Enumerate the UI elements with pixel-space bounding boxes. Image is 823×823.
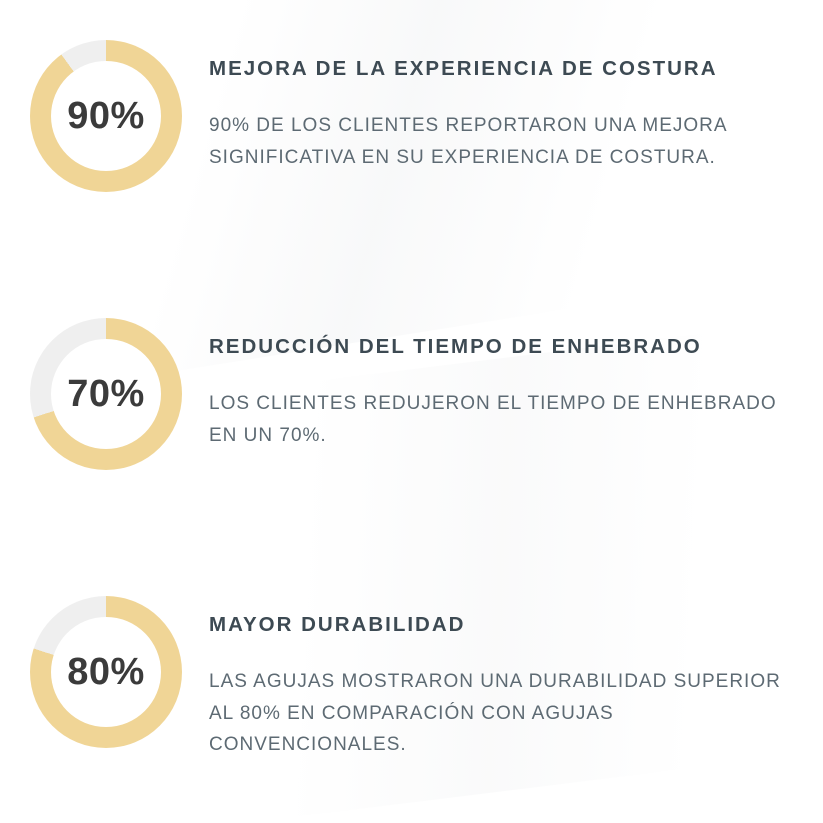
stat-title: MEJORA DE LA EXPERIENCIA DE COSTURA [209, 57, 718, 80]
percent-label: 90% [67, 94, 145, 137]
stats-list: 90% MEJORA DE LA EXPERIENCIA DE COSTURA … [30, 40, 783, 761]
stat-text-block: MAYOR DURABILIDAD LAS AGUJAS MOSTRARON U… [209, 596, 783, 761]
stat-description: LAS AGUJAS MOSTRARON UNA DURABILIDAD SUP… [209, 670, 781, 756]
stat-row-sewing-experience: 90% MEJORA DE LA EXPERIENCIA DE COSTURA … [30, 40, 783, 192]
stat-text-block: REDUCCIÓN DEL TIEMPO DE ENHEBRADO LOS CL… [209, 318, 783, 451]
stat-text-block: MEJORA DE LA EXPERIENCIA DE COSTURA 90% … [209, 40, 783, 173]
percent-label: 70% [67, 372, 145, 415]
stat-row-threading-time: 70% REDUCCIÓN DEL TIEMPO DE ENHEBRADO LO… [30, 318, 783, 470]
stat-description: 90% DE LOS CLIENTES REPORTARON UNA MEJOR… [209, 114, 727, 168]
percent-label: 80% [67, 650, 145, 693]
donut-chart-70-percent: 70% [30, 318, 182, 470]
stat-title: MAYOR DURABILIDAD [209, 613, 466, 636]
stat-title: REDUCCIÓN DEL TIEMPO DE ENHEBRADO [209, 335, 702, 358]
donut-chart-80-percent: 80% [30, 596, 182, 748]
donut-chart-90-percent: 90% [30, 40, 182, 192]
stat-description: LOS CLIENTES REDUJERON EL TIEMPO DE ENHE… [209, 392, 777, 446]
stat-row-durability: 80% MAYOR DURABILIDAD LAS AGUJAS MOSTRAR… [30, 596, 783, 761]
